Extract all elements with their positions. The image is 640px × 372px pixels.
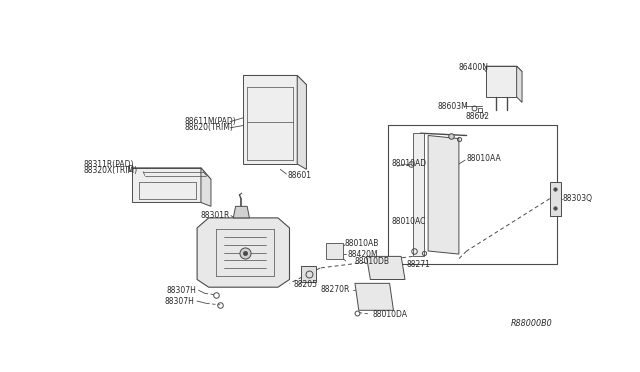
Polygon shape [201,168,211,206]
Polygon shape [486,66,522,71]
Text: 88311R(PAD): 88311R(PAD) [83,160,134,169]
Polygon shape [197,218,289,287]
Polygon shape [243,76,297,164]
Text: 88010AC: 88010AC [392,217,426,226]
Polygon shape [243,76,307,85]
Text: 88303Q: 88303Q [563,194,593,203]
Text: 88307H: 88307H [166,286,196,295]
Polygon shape [301,266,316,282]
Text: 88320X(TRIM): 88320X(TRIM) [83,166,137,176]
Polygon shape [367,256,405,279]
Text: 88271: 88271 [406,260,431,269]
Polygon shape [550,182,561,216]
Bar [388,125,557,264]
Text: 88010DB: 88010DB [355,257,390,266]
Text: 88601: 88601 [288,171,312,180]
Text: R88000B0: R88000B0 [511,319,553,328]
Text: 88420M: 88420M [348,250,378,259]
Text: 88603M: 88603M [437,102,468,111]
Polygon shape [516,66,522,102]
Text: 88611M(PAD): 88611M(PAD) [184,117,236,126]
Polygon shape [132,168,211,179]
Text: 88010DA: 88010DA [372,310,408,319]
Text: 88010AB: 88010AB [345,239,380,248]
Polygon shape [355,283,394,310]
Polygon shape [413,133,424,256]
Text: 88301R: 88301R [201,211,230,220]
Polygon shape [326,243,344,259]
Text: 88010AA: 88010AA [467,154,501,163]
Text: 88307H: 88307H [164,296,195,305]
Polygon shape [428,135,459,254]
Polygon shape [486,66,516,97]
Text: 88620(TRIM): 88620(TRIM) [184,123,233,132]
Text: 86400N: 86400N [459,63,489,72]
Text: 88010AD: 88010AD [392,160,427,169]
Polygon shape [132,168,201,202]
Polygon shape [297,76,307,169]
Text: 88205: 88205 [293,280,317,289]
Text: 88270R: 88270R [320,285,349,294]
Polygon shape [234,206,250,218]
Text: 88602: 88602 [465,112,489,121]
